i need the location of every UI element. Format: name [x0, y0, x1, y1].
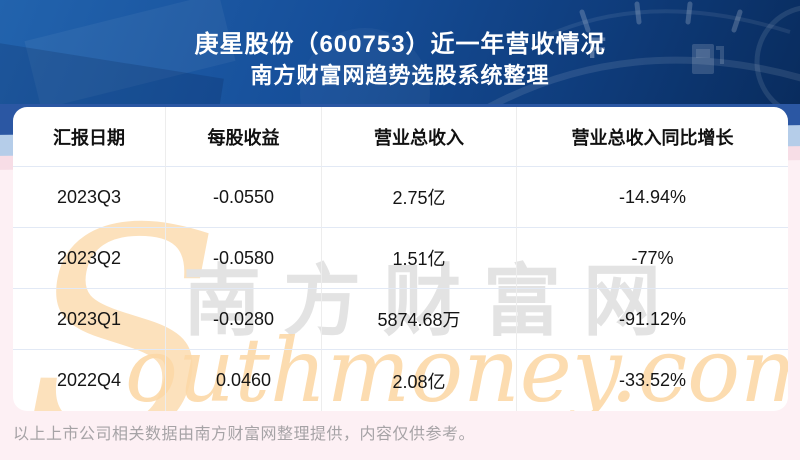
- table-cell: -0.0580: [166, 228, 322, 289]
- gauge-f-label: F: [588, 32, 606, 65]
- disclaimer-text: 以上上市公司相关数据由南方财富网整理提供，内容仅供参考。: [13, 426, 476, 443]
- table-header-cell: 营业总收入同比增长: [517, 107, 788, 167]
- table-cell: 0.0460: [166, 350, 322, 411]
- table-cell: 2023Q3: [13, 167, 166, 228]
- fuel-pump-icon: [692, 44, 724, 74]
- table-cell: 2.08亿: [322, 350, 517, 411]
- table-cell: 2023Q1: [13, 289, 166, 350]
- table-cell: 2.75亿: [322, 167, 517, 228]
- table-cell: -77%: [517, 228, 788, 289]
- page-title: 庚星股份（600753）近一年营收情况: [194, 31, 606, 58]
- table-cell: -0.0280: [166, 289, 322, 350]
- table-cell: 5874.68万: [322, 289, 517, 350]
- data-table-card: S 南方财富网 outhmoney.com 汇报日期 每股收益 营业总收入 营业…: [13, 107, 788, 411]
- table-header-cell: 营业总收入: [322, 107, 517, 167]
- table-cell: -14.94%: [517, 167, 788, 228]
- table-cell: 1.51亿: [322, 228, 517, 289]
- table-cell: -33.52%: [618, 370, 687, 390]
- table-header-cell: 汇报日期: [13, 107, 166, 167]
- page-subtitle: 南方财富网趋势选股系统整理: [250, 63, 550, 88]
- header-banner: F 庚星股份（600753）近一年营收情况 南方财富网趋势选股系统整理: [0, 0, 800, 104]
- fuel-gauge-icon: F: [487, 1, 800, 104]
- table-cell: 2022Q4: [13, 350, 166, 411]
- table-header-cell: 每股收益: [166, 107, 322, 167]
- table-cell: -91.12%: [517, 289, 788, 350]
- revenue-table: 汇报日期 每股收益 营业总收入 营业总收入同比增长 2023Q3 -0.0550…: [13, 107, 788, 411]
- table-cell: -0.0550: [166, 167, 322, 228]
- table-cell: 2023Q2: [13, 228, 166, 289]
